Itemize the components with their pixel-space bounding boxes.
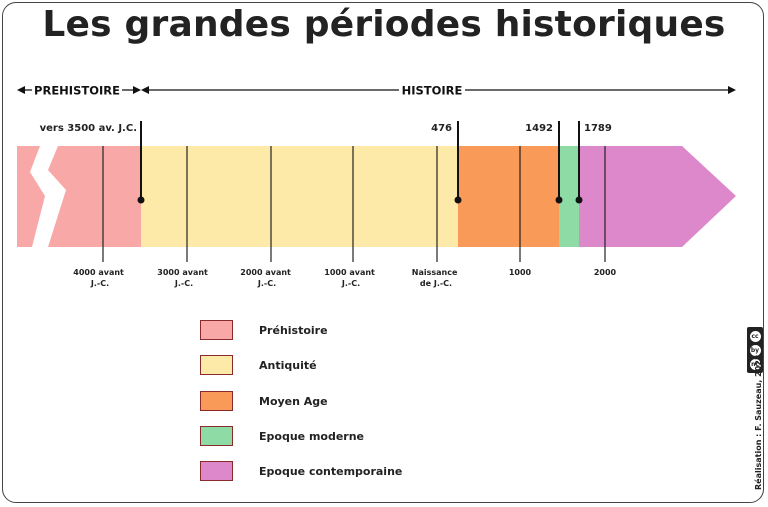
- arrowhead-right-icon: [133, 86, 141, 94]
- legend-label: Epoque contemporaine: [259, 464, 403, 478]
- event-label: 1789: [584, 123, 612, 134]
- event-label: 476: [431, 123, 452, 134]
- legend-item-prehistoire: Préhistoire: [200, 319, 328, 341]
- tick-label: 4000 avant J.-C.: [73, 268, 126, 288]
- histoire-label: HISTOIRE: [402, 84, 463, 98]
- tick-label: 1000 avant J.-C.: [324, 268, 377, 288]
- tick-label: 2000 avant J.-C.: [240, 268, 293, 288]
- band-epoque-moderne: [559, 146, 579, 247]
- legend-swatch: [200, 320, 233, 340]
- page-title: Les grandes périodes historiques: [42, 4, 726, 45]
- event-label: vers 3500 av. J.C.: [40, 123, 137, 134]
- nc-icon: nc: [749, 358, 761, 370]
- credit-text: Réalisation : F. Sauzeau, 2023: [754, 354, 763, 490]
- band-antiquite: [141, 146, 458, 247]
- tick-label: 2000: [594, 268, 617, 277]
- legend-swatch: [200, 426, 233, 446]
- event-label: 1492: [525, 123, 553, 134]
- zigzag-break: [30, 146, 66, 247]
- legend-label: Antiquité: [259, 358, 317, 372]
- legend-item-moyen-age: Moyen Age: [200, 390, 328, 412]
- tick-label: 3000 avant J.-C.: [157, 268, 210, 288]
- legend-item-epoque-moderne: Epoque moderne: [200, 425, 364, 447]
- by-icon: by: [749, 344, 761, 356]
- legend-swatch: [200, 391, 233, 411]
- cc-license-badge: cc by nc: [747, 327, 763, 373]
- legend-label: Moyen Age: [259, 394, 328, 408]
- tick-label: 1000: [509, 268, 532, 277]
- event-dot: [555, 196, 563, 204]
- event-dot: [575, 196, 583, 204]
- legend-item-epoque-contemporaine: Epoque contemporaine: [200, 460, 402, 482]
- tick-label: Naissance de J.-C.: [412, 268, 460, 288]
- legend-label: Epoque moderne: [259, 429, 365, 443]
- legend-label: Préhistoire: [259, 323, 328, 337]
- arrowhead-left-icon: [17, 86, 25, 94]
- cc-icon: cc: [749, 330, 761, 342]
- band-epoque-contemporaine: [579, 146, 736, 247]
- prehistoire-label: PREHISTOIRE: [34, 84, 120, 98]
- event-dot: [137, 196, 145, 204]
- arrowhead-left-icon: [141, 86, 149, 94]
- arrowhead-right-icon: [728, 86, 736, 94]
- legend-swatch: [200, 355, 233, 375]
- legend-swatch: [200, 461, 233, 481]
- legend-item-antiquite: Antiquité: [200, 354, 317, 376]
- band-moyen-age: [458, 146, 559, 247]
- event-dot: [454, 196, 462, 204]
